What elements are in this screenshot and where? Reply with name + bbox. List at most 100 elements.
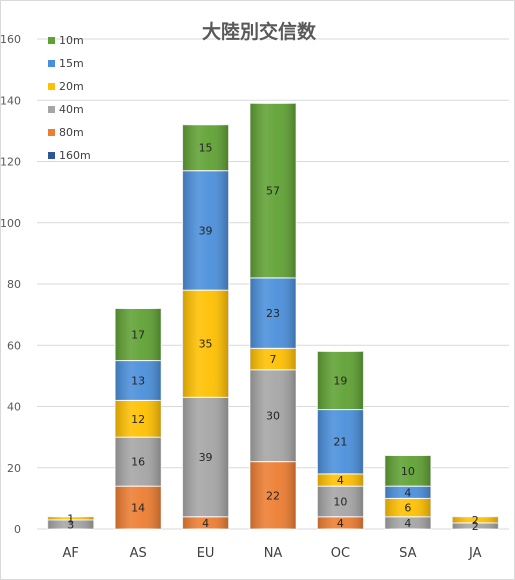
bar-shading xyxy=(250,369,296,462)
bar-segment-as-20m xyxy=(114,399,162,438)
y-tick-label: 60 xyxy=(7,339,21,352)
x-tick-label-ja: JA xyxy=(468,546,482,561)
data-label: 4 xyxy=(202,517,209,530)
legend-label: 40m xyxy=(59,103,84,116)
data-label: 19 xyxy=(333,374,347,387)
bar-segment-eu-80m xyxy=(182,516,230,530)
y-tick-label: 160 xyxy=(1,33,21,46)
legend-label: 10m xyxy=(59,34,84,47)
bar-segment-as-10m xyxy=(114,308,162,362)
bar-shading xyxy=(452,522,499,529)
y-tick-label: 40 xyxy=(7,401,21,414)
bar-shading xyxy=(115,400,162,438)
bar-segment-as-80m xyxy=(114,485,162,530)
legend-swatch xyxy=(48,129,55,136)
x-tick-label-eu: EU xyxy=(197,546,215,561)
chart-title: 大陸別交信数 xyxy=(202,20,317,43)
bar-segment-as-40m xyxy=(114,436,162,487)
bar-segment-as-15m xyxy=(114,360,162,401)
bar-segment-eu-10m xyxy=(182,124,230,172)
data-label: 6 xyxy=(404,502,411,515)
bar-shading xyxy=(250,461,296,529)
bar-shading xyxy=(182,290,229,398)
bar-segment-sa-40m xyxy=(384,516,432,530)
x-tick-label-sa: SA xyxy=(399,546,416,561)
y-tick-label: 120 xyxy=(1,156,21,169)
bar-shading xyxy=(115,360,162,401)
legend-item-15m: 15m xyxy=(48,57,84,70)
bar-segment-na-15m xyxy=(249,277,297,349)
bar-shading xyxy=(317,486,364,517)
legend-item-40m: 40m xyxy=(48,103,84,116)
bar-segment-oc-15m xyxy=(316,409,364,475)
x-tick-label-na: NA xyxy=(264,546,283,561)
bar-segment-na-10m xyxy=(249,102,297,279)
legend-item-80m: 80m xyxy=(48,126,84,139)
bar-shading xyxy=(452,516,499,523)
data-label: 15 xyxy=(199,142,213,155)
legend-swatch xyxy=(48,37,55,44)
bar-segment-eu-15m xyxy=(182,170,230,291)
data-label: 39 xyxy=(199,451,213,464)
bar-shading xyxy=(250,103,296,278)
data-label: 4 xyxy=(404,517,411,530)
data-label: 2 xyxy=(472,520,479,533)
y-tick-label: 0 xyxy=(14,523,21,536)
y-tick-label: 20 xyxy=(7,462,21,475)
bar-shading xyxy=(47,519,94,529)
bar-segment-eu-20m xyxy=(182,289,230,398)
bar-shading xyxy=(250,277,296,349)
legend-swatch xyxy=(48,106,55,113)
data-label: 10 xyxy=(401,465,415,478)
bar-segment-oc-40m xyxy=(316,485,364,518)
legend-swatch xyxy=(48,60,55,67)
bar-segment-sa-20m xyxy=(384,497,432,518)
legend-item-160m: 160m xyxy=(48,149,91,162)
bar-segment-sa-15m xyxy=(384,485,432,499)
bar-shading xyxy=(384,498,431,517)
data-label: 1 xyxy=(67,512,74,525)
x-tick-label-af: AF xyxy=(63,546,79,561)
bar-shading xyxy=(250,348,296,370)
data-label: 17 xyxy=(131,329,145,342)
bar-segment-oc-10m xyxy=(316,350,364,411)
data-label: 12 xyxy=(131,413,145,426)
legend: 10m 15m 20m 40m 80m 160m xyxy=(48,34,91,162)
data-label: 13 xyxy=(131,374,145,387)
bar-segment-af-20m xyxy=(47,516,95,521)
bar-shading xyxy=(317,516,364,529)
data-label: 4 xyxy=(337,474,344,487)
bar-shading xyxy=(182,170,229,291)
legend-swatch xyxy=(48,152,55,159)
bar-shading xyxy=(317,409,364,474)
y-tick-label: 100 xyxy=(1,217,21,230)
x-tick-label-as: AS xyxy=(130,546,147,561)
bar-segment-na-40m xyxy=(249,369,297,463)
bar-shading xyxy=(384,486,431,499)
legend-label: 20m xyxy=(59,80,84,93)
data-label: 3 xyxy=(67,518,74,531)
x-tick-label-oc: OC xyxy=(331,546,350,561)
bar-shading xyxy=(115,437,162,487)
bar-shading xyxy=(182,124,229,171)
legend-label: 160m xyxy=(59,149,91,162)
data-label: 10 xyxy=(333,495,347,508)
y-tick-label: 140 xyxy=(1,94,21,107)
data-label: 2 xyxy=(472,514,479,527)
y-tick-label: 80 xyxy=(7,278,21,291)
data-label: 35 xyxy=(199,338,213,351)
bar-shading xyxy=(182,516,229,529)
data-label: 39 xyxy=(199,224,213,237)
data-label: 14 xyxy=(131,502,145,515)
bar-segment-na-20m xyxy=(249,347,297,371)
bar-shading xyxy=(384,516,431,529)
bar-shading xyxy=(384,455,431,487)
bar-segment-oc-80m xyxy=(316,516,364,530)
axes: 0 20 40 60 80 100 120 140 160 AF AS EU NA OC SA JA xyxy=(1,33,482,561)
legend-label: 15m xyxy=(59,57,84,70)
bar-shading xyxy=(115,308,162,361)
data-label: 30 xyxy=(266,410,280,423)
data-label: 23 xyxy=(266,307,280,320)
bar-shading xyxy=(317,351,364,410)
data-label: 4 xyxy=(404,486,411,499)
